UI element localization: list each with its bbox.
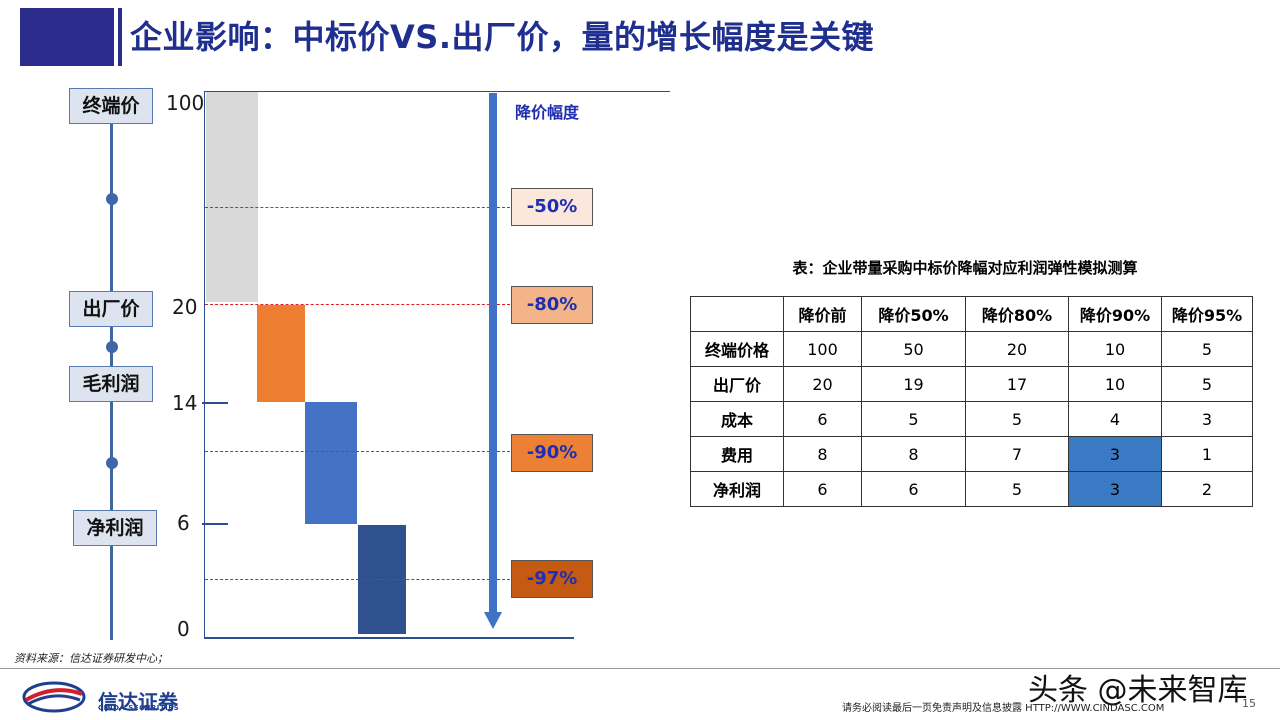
company-name: 信达证券 [98,690,178,714]
title-decoration-bar [118,8,122,66]
top-axis-line [205,91,670,92]
table-row-label: 终端价格 [690,331,784,367]
waterfall-diagram: 终端价 出厂价 毛利润 净利润 100 20 14 6 0 降价幅度 -50% … [0,0,680,660]
label-terminal-price: 终端价 [69,88,153,124]
threshold-line-90 [205,451,510,452]
label-factory-price: 出厂价 [69,291,153,327]
label-gross-profit: 毛利润 [69,366,153,402]
table-cell: 20 [783,366,862,402]
table-cell-highlight: 3 [1068,436,1162,472]
table-cell: 10 [1068,331,1162,367]
pct-box-50: -50% [511,188,593,226]
table-cell: 3 [1161,401,1253,437]
table-cell: 4 [1068,401,1162,437]
table-cell: 100 [783,331,862,367]
table-cell: 1 [1161,436,1253,472]
y-tick-label: 14 [172,391,198,415]
table-cell: 5 [1161,331,1253,367]
bar-factory-price [257,305,305,402]
table-cell: 5 [965,401,1069,437]
footer-divider [0,668,1280,669]
table-caption: 表：企业带量采购中标价降幅对应利润弹性模拟测算 [792,259,1138,277]
price-drop-arrow-head-icon [484,612,502,629]
simulation-table: 降价前 降价50% 降价80% 降价90% 降价95% 终端价格 100 50 … [690,296,1253,507]
table-row-label: 出厂价 [690,366,784,402]
company-name-en: CINDA SECURITIES [98,704,180,712]
table-cell: 7 [965,436,1069,472]
y-tick-label: 20 [172,295,198,319]
price-drop-arrow-shaft [489,93,497,615]
table-cell: 10 [1068,366,1162,402]
y-tick-label: 0 [177,617,190,641]
table-cell: 8 [861,436,966,472]
table-row: 费用 8 8 7 3 1 [690,436,1253,472]
bar-gross-profit [305,402,357,524]
table-row: 净利润 6 6 5 3 2 [690,471,1253,507]
y-tick-label: 6 [177,511,190,535]
table-row-label: 费用 [690,436,784,472]
axis-dot [106,341,118,353]
threshold-line-97 [205,579,510,580]
table-row: 出厂价 20 19 17 10 5 [690,366,1253,402]
bar-terminal-price [206,92,258,302]
company-logo-icon [22,680,86,714]
table-cell: 19 [861,366,966,402]
title-decoration-block [20,8,114,66]
table-cell: 8 [783,436,862,472]
pct-box-97: -97% [511,560,593,598]
arrow-label: 降价幅度 [515,103,580,122]
pct-box-80: -80% [511,286,593,324]
pct-box-90: -90% [511,434,593,472]
disclaimer-link[interactable]: 请务必阅读最后一页免责声明及信息披露 HTTP://WWW.CINDASC.CO… [842,703,1165,714]
table-cell: 6 [783,471,862,507]
label-net-profit: 净利润 [73,510,157,546]
table-header-cell: 降价前 [783,296,862,332]
table-cell-highlight: 3 [1068,471,1162,507]
table-cell: 17 [965,366,1069,402]
table-header-cell: 降价95% [1161,296,1253,332]
table-cell: 5 [861,401,966,437]
table-row: 成本 6 5 5 4 3 [690,401,1253,437]
axis-dot [106,457,118,469]
table-cell: 20 [965,331,1069,367]
y-tick-mark [202,402,228,404]
table-header-cell: 降价90% [1068,296,1162,332]
table-header-row: 降价前 降价50% 降价80% 降价90% 降价95% [690,296,1253,332]
table-cell: 5 [1161,366,1253,402]
table-cell: 6 [783,401,862,437]
x-axis-line [204,637,574,639]
page-number: 15 [1242,697,1256,710]
simulation-table-wrapper: 降价前 降价50% 降价80% 降价90% 降价95% 终端价格 100 50 … [690,296,1253,507]
watermark: 头条 @未来智库 [1028,673,1248,708]
threshold-line-50 [205,207,510,208]
table-row: 终端价格 100 50 20 10 5 [690,331,1253,367]
y-tick-mark [202,523,228,525]
table-row-label: 净利润 [690,471,784,507]
y-tick-label: 100 [166,91,205,115]
table-header-cell: 降价50% [861,296,966,332]
page-title: 企业影响：中标价VS.出厂价，量的增长幅度是关键 [130,18,874,56]
table-cell: 5 [965,471,1069,507]
y-axis-line [204,91,205,639]
table-cell: 6 [861,471,966,507]
table-header-cell: 降价80% [965,296,1069,332]
source-note: 资料来源：信达证券研发中心； [14,652,168,665]
axis-dot [106,193,118,205]
threshold-line-80 [205,304,510,305]
table-cell: 50 [861,331,966,367]
table-header-cell [690,296,784,332]
table-row-label: 成本 [690,401,784,437]
table-cell: 2 [1161,471,1253,507]
